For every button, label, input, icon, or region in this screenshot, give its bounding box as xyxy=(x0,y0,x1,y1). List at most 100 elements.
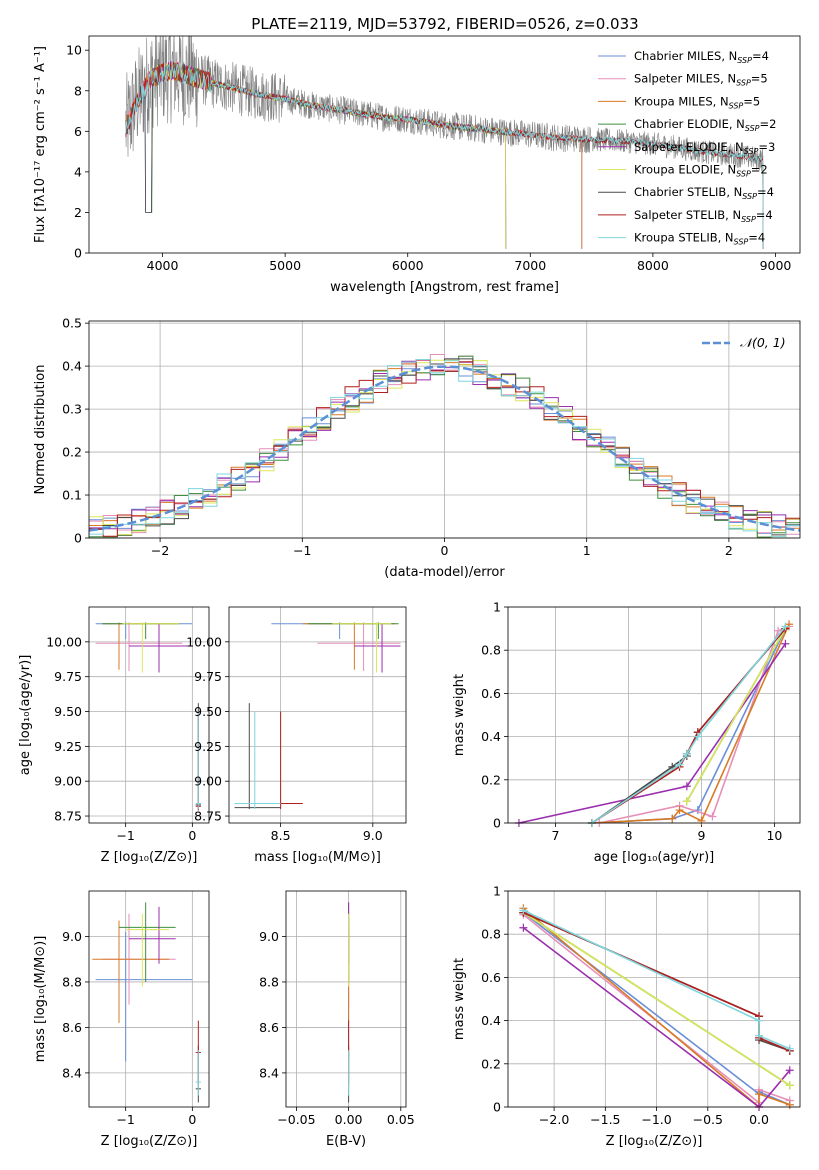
weight-marker xyxy=(697,816,706,825)
legend-text: Kroupa STELIB, N xyxy=(634,231,734,245)
y-tick-label: 10.00 xyxy=(46,634,82,649)
y-tick-label: 8.75 xyxy=(54,809,82,824)
weight-marker xyxy=(682,797,691,806)
legend-sub: SSP xyxy=(737,56,752,65)
y-tick-label: 0.1 xyxy=(62,488,82,503)
legend-label: Kroupa ELODIE, NSSP=2 xyxy=(634,163,768,179)
legend-text: Salpeter STELIB, N xyxy=(634,208,741,222)
axes-frame xyxy=(507,606,801,824)
y-tick-label: 0.2 xyxy=(481,1056,501,1071)
weight-marker xyxy=(519,906,528,915)
legend-sub: SSP xyxy=(741,215,756,224)
weight-line xyxy=(591,628,787,823)
x-tick-label: 7 xyxy=(551,828,559,843)
mass-vs-Z-panel: −1 0 8.4 8.6 8.8 9.0 Z [log₁₀(Z/Z⊙)] mass [log₁… xyxy=(33,890,210,1149)
legend-text: =5 xyxy=(743,94,760,108)
legend-sub: SSP xyxy=(736,170,751,179)
mass-vs-EBV-panel: −0.05 0.00 0.05 8.4 8.6 8.8 9.0 E(B-V) xyxy=(259,890,415,1149)
weight-marker xyxy=(755,1031,764,1040)
weight-vs-Z-panel: −2.0 −1.5 −1.0 −0.5 0.0 0 0.2 0.4 0.6 0.8 1 Z [log₁… xyxy=(452,884,801,1149)
y-tick-label: 0.3 xyxy=(62,402,82,417)
y-tick-label: 8.6 xyxy=(62,1020,82,1035)
y-tick-label: 8.8 xyxy=(259,974,279,989)
weight-line xyxy=(591,625,787,823)
x-tick-label: 4000 xyxy=(147,258,179,273)
weight-marker xyxy=(675,806,684,815)
axes-frame xyxy=(88,890,210,1108)
y-tick-label: 9.75 xyxy=(194,669,222,684)
model-line xyxy=(125,60,583,249)
y-tick-label: 9.00 xyxy=(54,774,82,789)
legend-label: Chabrier MILES, NSSP=4 xyxy=(634,49,769,65)
y-tick-label: 8.75 xyxy=(194,809,222,824)
x-tick-label: 9000 xyxy=(760,258,792,273)
legend-label: Salpeter ELODIE, NSSP=3 xyxy=(634,140,775,156)
y-tick-label: 8 xyxy=(74,83,82,98)
x-tick-label: 10 xyxy=(766,828,782,843)
x-tick-label: −1 xyxy=(116,828,134,843)
legend-text: Salpeter ELODIE, N xyxy=(634,140,744,154)
legend-sub: SSP xyxy=(745,124,760,133)
weight-marker xyxy=(781,639,790,648)
y-tick-label: 10 xyxy=(66,43,82,58)
figure-title: PLATE=2119, MJD=53792, FIBERID=0526, z=0… xyxy=(251,15,638,33)
x-tick-label: 5000 xyxy=(269,258,301,273)
weight-line xyxy=(518,643,787,823)
y-axis-label: mass weight xyxy=(452,674,467,756)
weight-line xyxy=(522,907,791,1107)
x-tick-label: −0.05 xyxy=(277,1112,315,1127)
x-axis-label: age [log₁₀(age/yr)] xyxy=(594,850,715,865)
y-tick-label: 8.6 xyxy=(259,1020,279,1035)
legend-sub: SSP xyxy=(742,192,757,201)
x-tick-label: −1 xyxy=(293,543,311,558)
x-tick-label: 6000 xyxy=(392,258,424,273)
y-tick-label: 4 xyxy=(74,164,82,179)
y-tick-label: 9.0 xyxy=(259,929,279,944)
x-axis-label: E(B-V) xyxy=(326,1134,366,1149)
y-axis-label: Flux [fλ10⁻¹⁷ erg cm⁻² s⁻¹ A⁻¹] xyxy=(33,46,48,243)
weight-line xyxy=(591,623,790,823)
x-tick-label: 0.05 xyxy=(387,1112,415,1127)
legend-label: Chabrier ELODIE, NSSP=2 xyxy=(634,117,776,133)
weight-marker xyxy=(708,812,717,821)
y-tick-label: 0.6 xyxy=(481,686,501,701)
y-tick-label: 8.8 xyxy=(62,974,82,989)
x-axis-label: wavelength [Angstrom, rest frame] xyxy=(330,280,559,295)
y-tick-label: 0.4 xyxy=(481,1013,501,1028)
weight-marker xyxy=(785,1100,794,1109)
legend-text: Chabrier MILES, N xyxy=(634,49,737,63)
weight-marker xyxy=(519,923,528,932)
weight-marker xyxy=(682,749,691,758)
legend-text: =4 xyxy=(757,185,774,199)
x-tick-label: −2.0 xyxy=(539,1112,569,1127)
weight-marker xyxy=(785,1066,794,1075)
legend-text: Chabrier ELODIE, N xyxy=(634,117,745,131)
y-tick-label: 1 xyxy=(493,884,501,899)
x-axis-label: Z [log₁₀(Z/Z⊙)] xyxy=(101,1134,198,1149)
x-tick-label: −1.0 xyxy=(641,1112,671,1127)
weight-line xyxy=(522,911,791,1087)
legend-text: =4 xyxy=(752,49,769,63)
y-tick-label: 0.4 xyxy=(62,359,82,374)
y-tick-label: 2 xyxy=(74,205,82,220)
x-tick-label: 9.0 xyxy=(363,828,383,843)
legend-label: Chabrier STELIB, NSSP=4 xyxy=(634,185,774,201)
legend-text: =3 xyxy=(758,140,775,154)
legend-text: =4 xyxy=(756,208,773,222)
legend-text: =4 xyxy=(748,231,765,245)
axes-frame xyxy=(88,35,801,254)
legend-text: Kroupa MILES, N xyxy=(634,94,729,108)
legend-sub: SSP xyxy=(736,79,751,88)
x-axis-label: (data-model)/error xyxy=(384,565,505,580)
axes-frame xyxy=(285,890,407,1108)
axes-frame xyxy=(88,606,210,824)
weight-marker xyxy=(668,814,677,823)
weight-vs-age-panel: 7 8 9 10 0 0.2 0.4 0.6 0.8 1 age [log₁₀(age/yr)] ma… xyxy=(452,600,801,865)
model-line xyxy=(125,60,764,249)
x-axis-label: mass [log₁₀(M/M⊙)] xyxy=(254,850,381,865)
x-tick-label: 0.00 xyxy=(335,1112,363,1127)
x-tick-label: −0.5 xyxy=(693,1112,723,1127)
x-tick-label: 0 xyxy=(441,543,449,558)
legend-label: Salpeter STELIB, NSSP=4 xyxy=(634,208,773,224)
